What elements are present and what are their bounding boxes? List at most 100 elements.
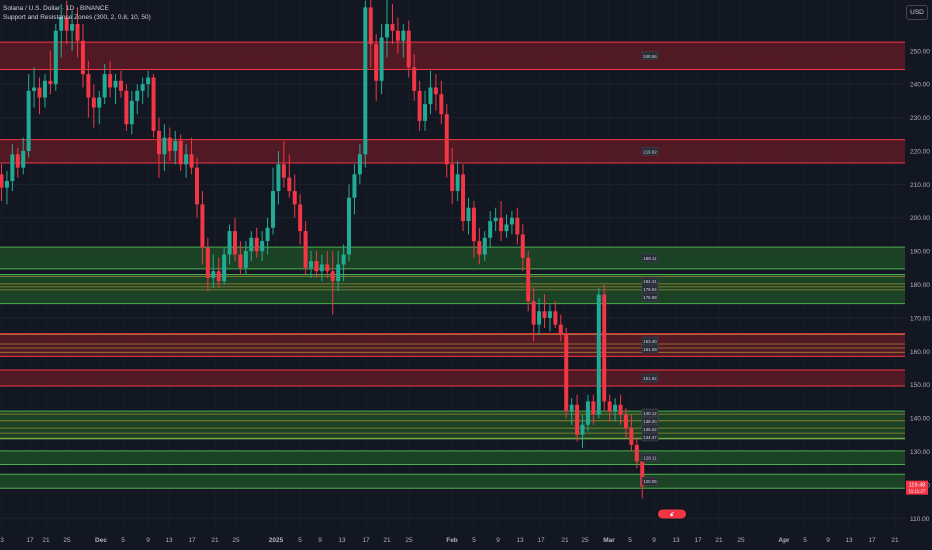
candle-body xyxy=(162,137,167,155)
x-tick-label: 21 xyxy=(42,537,50,544)
candle-body xyxy=(504,224,509,232)
x-tick-label: 5 xyxy=(298,537,302,544)
x-tick-label: Feb xyxy=(446,537,458,544)
candle-body xyxy=(515,217,520,235)
candle-body xyxy=(325,264,330,272)
candle-body xyxy=(558,324,563,335)
x-tick-label: 17 xyxy=(537,537,545,544)
candle-body xyxy=(444,114,449,165)
x-tick-label: 5 xyxy=(803,537,807,544)
candle-body xyxy=(455,174,460,192)
zone-label-tag xyxy=(641,253,659,263)
x-tick-label: 25 xyxy=(737,537,745,544)
zone-label: 219.92 xyxy=(643,149,657,154)
candle-body xyxy=(509,217,514,225)
candle-body xyxy=(547,311,552,318)
zone-label: 151.92 xyxy=(643,376,657,381)
y-tick-label: 230.00 xyxy=(910,115,930,122)
candle-body xyxy=(265,227,270,242)
candle-body xyxy=(260,241,265,252)
x-tick-label: Mar xyxy=(603,537,615,544)
x-tick-label: 13 xyxy=(516,537,524,544)
candle-body xyxy=(173,140,178,151)
candle-body xyxy=(569,404,574,412)
zone-support xyxy=(0,450,905,465)
candle-body xyxy=(118,80,123,91)
zone-label-tag xyxy=(641,476,659,486)
zone-label-tag xyxy=(641,432,659,442)
candle-body xyxy=(86,74,91,98)
zone-label: 248.56 xyxy=(643,54,657,59)
candle-body xyxy=(271,191,275,228)
candle-body xyxy=(4,181,9,188)
candle-body xyxy=(80,40,85,75)
last-price-value: 119.48 xyxy=(909,483,925,489)
candle-body xyxy=(395,30,400,41)
candle-body xyxy=(591,401,596,415)
x-tick-label: 21 xyxy=(891,537,899,544)
candle-body xyxy=(336,264,341,282)
candle-body xyxy=(227,231,232,255)
candle-body xyxy=(564,334,569,412)
candle-body xyxy=(433,87,438,95)
candle-body xyxy=(401,30,406,41)
x-tick-label: 2025 xyxy=(269,537,284,544)
y-tick-label: 220.00 xyxy=(910,148,930,155)
candle-body xyxy=(553,311,558,325)
zone-support xyxy=(0,411,905,439)
zone-resistance xyxy=(0,370,905,387)
x-tick-label: 3 xyxy=(0,537,4,544)
x-tick-label: 25 xyxy=(232,537,240,544)
candle-body xyxy=(10,154,15,182)
x-tick-label: Apr xyxy=(778,537,790,544)
candle-body xyxy=(167,137,172,151)
candle-body xyxy=(347,197,352,255)
candle-body xyxy=(374,44,379,81)
candle-body xyxy=(113,80,118,88)
candle-body xyxy=(129,100,134,125)
zone-label-tag xyxy=(641,51,659,61)
x-tick-label: 25 xyxy=(405,537,413,544)
y-tick-label: 210.00 xyxy=(910,182,930,189)
candle-body xyxy=(526,257,531,302)
candle-body xyxy=(450,164,455,192)
candle-body xyxy=(618,404,623,415)
x-tick-label: 17 xyxy=(362,537,370,544)
candle-body xyxy=(466,207,471,222)
candle-body xyxy=(623,414,628,429)
candle-body xyxy=(537,311,542,325)
candle-body xyxy=(640,461,645,487)
event-marker xyxy=(658,509,686,519)
zone-support xyxy=(0,247,905,269)
candle-body xyxy=(276,164,281,192)
y-tick-label: 180.00 xyxy=(910,282,930,289)
candle-body xyxy=(406,30,411,68)
candle-body xyxy=(102,74,107,98)
x-tick-label: 5 xyxy=(121,537,125,544)
candle-body xyxy=(287,177,292,192)
zone-label: 179.94 xyxy=(643,287,657,292)
candle-body xyxy=(151,77,156,131)
candle-body xyxy=(613,404,618,412)
candle-body xyxy=(352,174,357,198)
candle-body xyxy=(178,140,183,165)
candle-body xyxy=(48,80,53,85)
candle-body xyxy=(108,74,113,88)
candle-body xyxy=(341,254,346,265)
candle-body xyxy=(281,164,286,178)
candle-body xyxy=(200,204,205,248)
candle-body xyxy=(629,428,634,445)
x-tick-label: 21 xyxy=(561,537,569,544)
currency-button[interactable]: USD xyxy=(906,5,928,20)
candle-body xyxy=(319,264,324,272)
x-tick-label: 9 xyxy=(652,537,656,544)
x-tick-label: 5 xyxy=(472,537,476,544)
candle-body xyxy=(417,90,422,121)
indicator-title: Support and Resistance Zones (300, 2, 0.… xyxy=(3,14,151,21)
candle-body xyxy=(461,174,466,222)
candle-body xyxy=(471,207,476,242)
candle-body xyxy=(368,7,373,45)
zone-label: 140.12 xyxy=(643,411,657,416)
x-tick-label: 9 xyxy=(496,537,500,544)
